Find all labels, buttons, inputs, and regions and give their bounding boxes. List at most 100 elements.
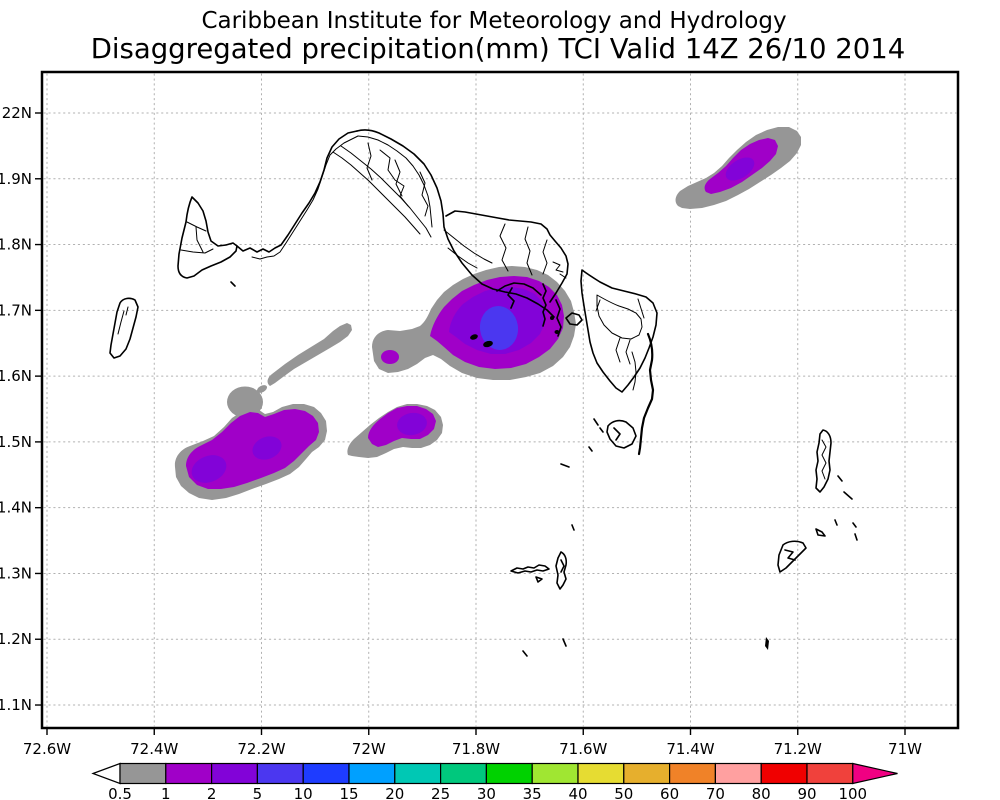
island-providenciales (177, 196, 238, 279)
lon-label: 71.8W (452, 740, 500, 758)
colorbar-segment (668, 762, 716, 785)
colorbar-tick-label: 5 (253, 785, 263, 800)
east-reef-strip-inner (631, 351, 637, 391)
grand-turk-interior (821, 439, 827, 480)
lon-label: 71.6W (559, 740, 607, 758)
colorbar-segment (119, 762, 167, 785)
island-south-caicos (580, 269, 658, 393)
graticule (43, 73, 957, 727)
colorbar-tick-label: 35 (523, 785, 542, 800)
colorbar-tick-label: 25 (431, 785, 450, 800)
colorbar-segment (760, 762, 808, 785)
colorbar-tick-label: 100 (838, 785, 867, 800)
island-north-middle-caicos-inner (357, 135, 433, 228)
islet-plandon-cay (565, 312, 583, 326)
lat-label: 21.8N (0, 236, 32, 254)
colorbar-underflow-arrow (91, 762, 121, 785)
islet-south-of-provo (230, 281, 236, 287)
precip-gray-dash (256, 385, 268, 393)
precip-violet-northeast-core (725, 157, 755, 181)
precip-violet-southwest-core-2 (252, 436, 282, 460)
lon-label: 72.2W (237, 740, 285, 758)
cay-speck-4 (554, 330, 560, 334)
colorbar-segment (211, 762, 259, 785)
lat-label: 21.9N (0, 170, 32, 188)
island-long-cay (606, 419, 637, 449)
colorbar-segment (256, 762, 304, 785)
island-west-caicos (109, 297, 139, 359)
map-frame (40, 70, 960, 730)
lon-label: 72.4W (130, 740, 178, 758)
colorbar-tick-label: 40 (568, 785, 587, 800)
colorbar-segment (485, 762, 533, 785)
precip-purple-arm-spot (381, 350, 399, 364)
east-caicos-interior (499, 223, 548, 276)
colorbar-tick-label: 20 (385, 785, 404, 800)
colorbar-tick-label: 90 (797, 785, 816, 800)
colorbar-tick-label: 80 (752, 785, 771, 800)
lat-label: 21.2N (0, 630, 32, 648)
lat-label: 21.6N (0, 367, 32, 385)
cay-chain-inner (251, 135, 359, 260)
middle-caicos-wetland-lines (366, 142, 429, 217)
south-caicos-lagoon (596, 294, 643, 340)
cay-chain-outer (236, 130, 358, 253)
colorbar-segment (165, 762, 213, 785)
east-reef-strip (637, 332, 655, 456)
title-line1: Caribbean Institute for Meteorology and … (201, 8, 786, 34)
cay-speck-3 (550, 316, 554, 320)
lat-label: 21.1N (0, 696, 32, 714)
colorbar-tick-label: 15 (339, 785, 358, 800)
island-north-middle-caicos-outer (356, 129, 555, 318)
lat-label: 21.3N (0, 564, 32, 582)
precip-contour-layer (174, 127, 801, 500)
island-providenciales-interior (180, 221, 214, 254)
grand-turk-cays (815, 475, 858, 541)
lat-label: 21.5N (0, 433, 32, 451)
coastline-layer (109, 129, 858, 657)
colorbar: 0.5 1 2 5 10 15 20 25 30 35 40 50 60 70 80 90 100 (91, 762, 898, 800)
lat-label: 21.7N (0, 301, 32, 319)
lon-label: 71.2W (774, 740, 822, 758)
lon-label: 72.6W (23, 740, 71, 758)
lon-label: 71W (888, 740, 922, 758)
colorbar-segment (623, 762, 671, 785)
colorbar-segment (531, 762, 579, 785)
colorbar-tick-label: 10 (294, 785, 313, 800)
colorbar-overflow-arrow (852, 762, 898, 785)
island-salt-cay (777, 540, 807, 573)
colorbar-segment (806, 762, 854, 785)
precip-gray-streak (267, 323, 352, 386)
ambergris-cay (555, 551, 568, 590)
speck-island-right (765, 637, 769, 650)
colorbar-segment (348, 762, 396, 785)
colorbar-segment (440, 762, 488, 785)
small-cays-south (522, 418, 604, 657)
cay-speck-2 (483, 340, 493, 348)
south-shore-lines (443, 229, 493, 269)
caicos-bank-lines (332, 145, 432, 238)
colorbar-segment (714, 762, 762, 785)
precip-violet-south-central-core (397, 412, 427, 436)
colorbar-segment (577, 762, 625, 785)
colorbar-tick-label: 1 (161, 785, 171, 800)
west-caicos-interior (117, 306, 129, 335)
coast-fragments-in-blob (496, 282, 562, 337)
island-east-caicos (445, 210, 569, 303)
lat-label: 21.4N (0, 499, 32, 517)
precip-violet-southwest-core-1 (191, 455, 227, 483)
lon-label: 72W (352, 740, 386, 758)
colorbar-tick-label: 0.5 (108, 785, 132, 800)
colorbar-tick-label: 70 (706, 785, 725, 800)
lat-label: 22N (2, 104, 32, 122)
precip-blue-central-core (479, 306, 519, 350)
colorbar-segment (394, 762, 442, 785)
south-caicos-interior (595, 298, 645, 365)
title-line2: Disaggregated precipitation(mm) TCI Vali… (91, 33, 906, 65)
colorbar-tick-label: 30 (477, 785, 496, 800)
fish-cays-cluster (510, 564, 550, 583)
lon-label: 71.4W (666, 740, 714, 758)
cay-speck-1 (470, 334, 478, 340)
